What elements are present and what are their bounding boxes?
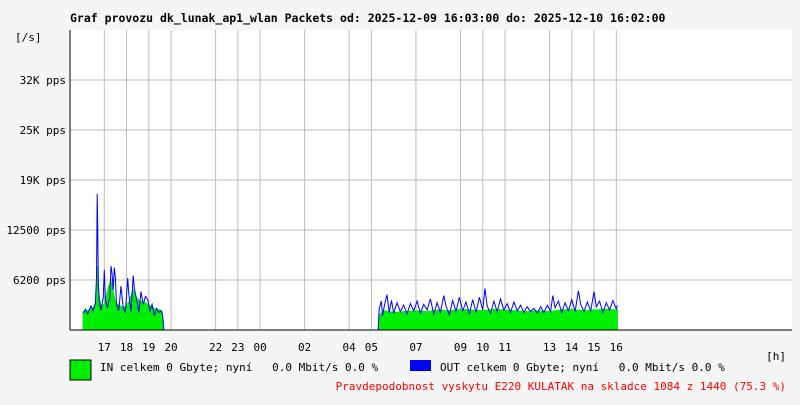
y-tick-label: 19K pps <box>20 174 66 187</box>
x-tick-label: 07 <box>409 341 422 354</box>
x-tick-label: 15 <box>587 341 600 354</box>
x-tick-label: 16 <box>610 341 623 354</box>
x-tick-label: 17 <box>98 341 111 354</box>
x-tick-label: 09 <box>454 341 467 354</box>
x-tick-label: 11 <box>498 341 511 354</box>
y-unit-label: [/s] <box>15 31 42 44</box>
x-tick-label: 14 <box>565 341 579 354</box>
x-tick-label: 20 <box>164 341 177 354</box>
y-tick-labels: 6200 pps 12500 pps 19K pps 25K pps 32K pps <box>6 74 66 287</box>
y-tick-label: 6200 pps <box>13 274 66 287</box>
x-tick-label: 19 <box>142 341 155 354</box>
legend-out-label: OUT celkem 0 Gbyte; nyní 0.0 Mbit/s 0.0 … <box>440 361 725 374</box>
x-tick-label: 02 <box>298 341 311 354</box>
legend-out-swatch <box>410 360 431 371</box>
x-tick-label: 23 <box>231 341 244 354</box>
x-tick-label: 05 <box>365 341 378 354</box>
y-tick-label: 25K pps <box>20 124 66 137</box>
x-tick-labels: 17 18 19 20 22 23 00 02 04 05 07 09 10 11 13 14 15 16 <box>98 341 623 354</box>
legend-in-label: IN celkem 0 Gbyte; nyní 0.0 Mbit/s 0.0 % <box>100 361 379 374</box>
x-tick-label: 22 <box>209 341 222 354</box>
chart-title: Graf provozu dk_lunak_ap1_wlan Packets o… <box>70 11 666 26</box>
y-tick-label: 12500 pps <box>6 224 66 237</box>
y-tick-label: 32K pps <box>20 74 66 87</box>
x-tick-label: 00 <box>253 341 266 354</box>
series-out-line <box>82 193 618 331</box>
x-unit-label: [h] <box>766 350 786 363</box>
x-tick-label: 13 <box>543 341 556 354</box>
footer-note: Pravdepodobnost vyskytu E220 KULATAK na … <box>336 380 786 393</box>
legend-in-swatch <box>69 359 92 381</box>
x-tick-label: 04 <box>343 341 357 354</box>
grid-lines <box>70 30 792 330</box>
x-tick-label: 10 <box>476 341 489 354</box>
x-tick-label: 18 <box>120 341 133 354</box>
